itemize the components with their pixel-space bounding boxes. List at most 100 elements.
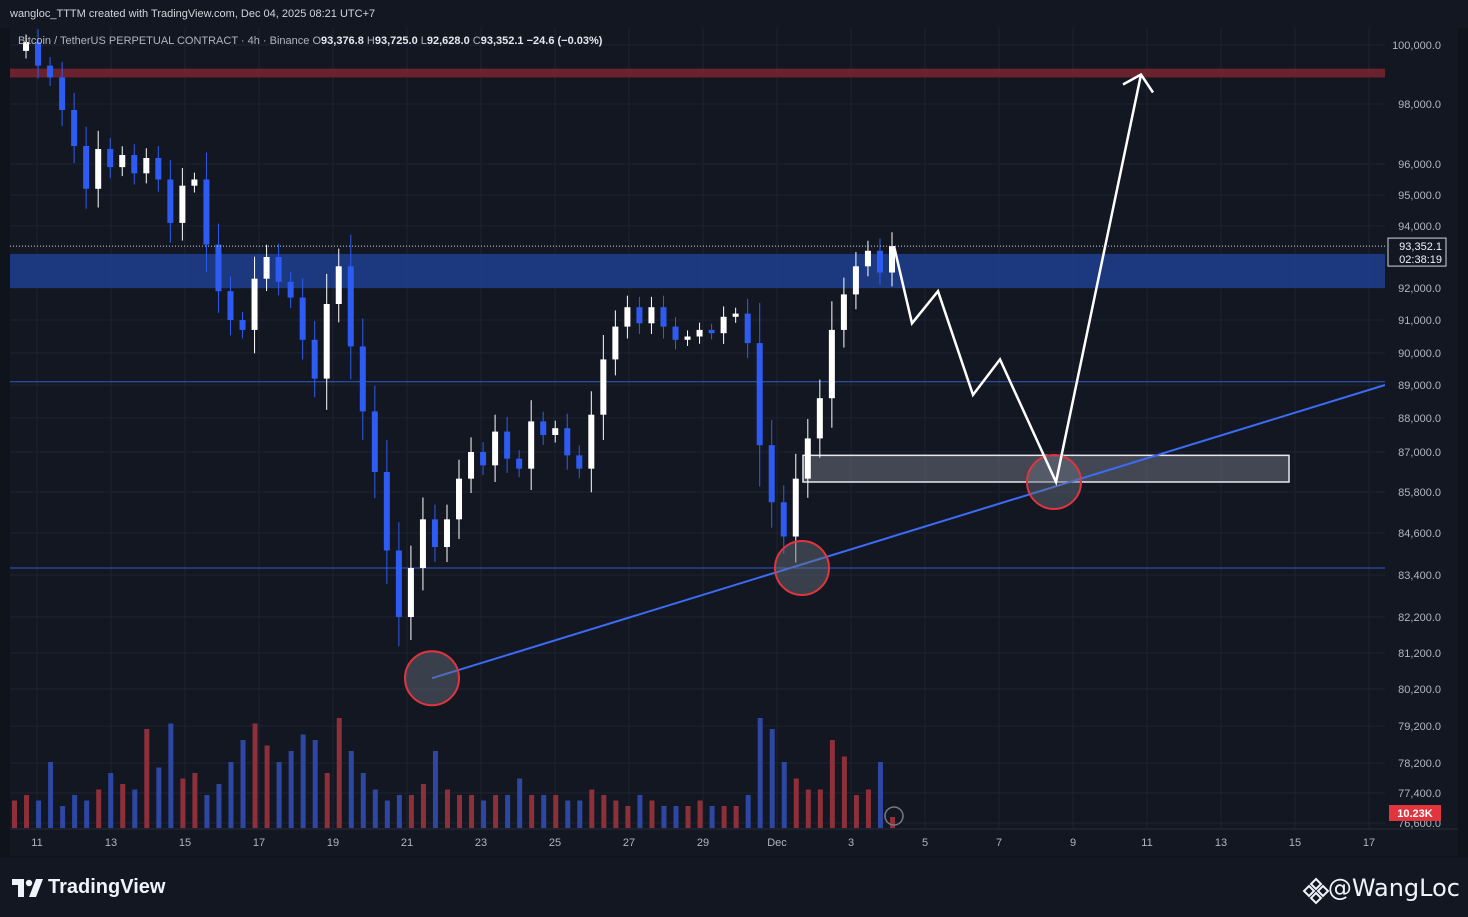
candle-body [744,313,751,344]
symbol-name: Bitcoin / TetherUS PERPETUAL CONTRACT · … [18,35,310,47]
candle-body [275,257,282,282]
candle-body [203,179,210,245]
candle-body [47,65,54,78]
candle-body [708,329,715,334]
volume-bar [853,795,859,828]
price-tick-label: 87,000.0 [1398,447,1441,459]
candle-body [227,291,234,320]
open-value: 93,376.8 [321,35,364,47]
volume-bar [517,778,523,828]
candle-body [588,414,595,469]
volume-bar [216,784,222,828]
volume-bar [240,740,246,828]
volume-bar [877,762,883,828]
price-tick-label: 90,000.0 [1398,348,1441,360]
candle-body [155,158,162,180]
touch-point-circle [774,540,830,596]
volume-bar [360,773,366,828]
low-value: 92,628.0 [426,35,470,47]
open-label: O [312,35,322,47]
candle-body [876,250,883,273]
volume-bar [12,800,17,828]
volume-bar [733,806,739,828]
candle-body [347,266,354,347]
volume-tag [1389,805,1441,821]
volume-bar [841,756,847,828]
publisher-line: wangloc_TTTM created with TradingView.co… [10,8,376,20]
candle-body [35,42,42,66]
volume-bar [781,762,787,828]
volume-bar [589,789,595,828]
candle-body [792,478,799,537]
volume-bar [384,800,390,828]
demand-zone [10,253,1385,288]
time-tick-label: 21 [401,837,413,849]
price-tick-label: 78,200.0 [1398,758,1441,770]
symbol-legend: Bitcoin / TetherUS PERPETUAL CONTRACT · … [18,35,602,47]
candle-body [564,428,571,456]
volume-bar [637,795,643,828]
candle-body [107,149,114,168]
candle-body [648,307,655,324]
volume-bar [565,800,571,828]
candle-body [720,316,727,334]
volume-bar [168,723,174,828]
tradingview-brand: TradingView [48,876,166,898]
candle-body [516,458,523,469]
volume-bar [793,778,799,828]
high-label: H [366,35,375,47]
price-tick-label: 88,000.0 [1398,413,1441,425]
time-tick-label: 17 [1363,837,1375,849]
volume-bar [396,795,402,828]
candle-body [59,77,66,110]
volume-bar [144,729,150,828]
candle-body [504,431,511,459]
volume-bar [505,795,511,828]
volume-bar [228,762,234,828]
price-tick-label: 84,600.0 [1398,528,1441,540]
close-label: C [472,35,481,47]
volume-bar [673,806,679,828]
time-tick-label: 13 [105,837,117,849]
projection-path [892,74,1143,486]
volume-bar [336,718,342,828]
volume-bar [757,718,763,828]
candle-body [696,329,703,337]
candle-body [95,149,102,189]
candle-body [624,307,631,327]
volume-bar [709,806,715,828]
time-tick-label: 25 [549,837,561,849]
candle-body [732,313,739,317]
time-tick-label: 3 [848,837,854,849]
volume-bar [829,740,835,828]
volume-bar [300,734,306,828]
chart-area[interactable]: 100,000.0 98,000.0 96,000.0 95,000.0 94,000.… [10,28,1458,856]
touch-point-circle [404,650,460,707]
time-tick-label: 5 [922,837,928,849]
price-chart[interactable]: 100,000.0 98,000.0 96,000.0 95,000.0 94,000.… [10,28,1458,856]
candle-body [311,339,318,379]
volume-bar [541,795,547,828]
time-tick-label: 27 [623,837,635,849]
price-tick-label: 96,000.0 [1398,159,1441,171]
supply-zone [10,68,1385,78]
price-tick-label: 85,800.0 [1398,487,1441,499]
volume-bar [432,751,438,828]
candle-body [780,502,787,537]
price-tick-label: 80,200.0 [1398,684,1441,696]
price-tick-label: 98,000.0 [1398,99,1441,111]
volume-bar [649,800,655,828]
candle-body [395,550,402,617]
volume-bar [457,795,463,828]
candle-body [468,452,475,479]
volume-bar [625,806,631,828]
volume-bar [252,723,258,828]
ascending-trendline [431,384,1386,680]
volume-bar [493,795,499,828]
candle-body [636,307,643,324]
candle-body [83,146,90,189]
time-tick-label: Dec [767,837,787,849]
candle-body [167,179,174,223]
volume-bar [348,751,354,828]
time-tick-label: 17 [253,837,265,849]
